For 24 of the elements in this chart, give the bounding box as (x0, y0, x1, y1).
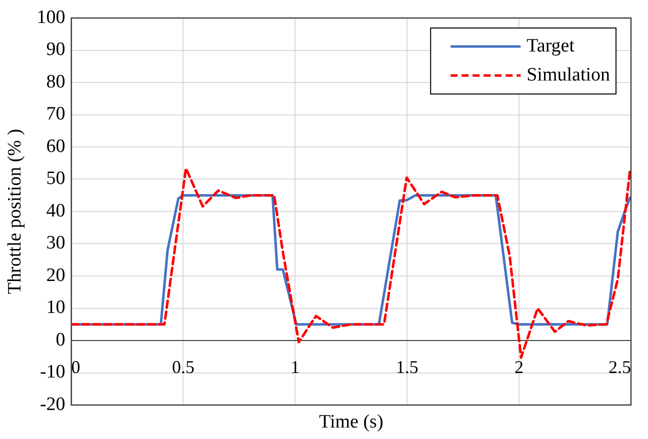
line-series (71, 167, 631, 359)
y-tick-label: 50 (46, 168, 66, 190)
y-tick-label: 30 (46, 232, 66, 254)
x-tick-label: 2 (514, 357, 524, 378)
x-tick-label: 0 (71, 357, 80, 378)
legend-label: Simulation (526, 64, 610, 86)
y-tick-label: 0 (56, 329, 66, 350)
x-tick-label: 1.5 (396, 357, 418, 378)
x-tick-label: 0.5 (172, 357, 194, 378)
y-tick-label: 40 (46, 200, 66, 222)
y-tick-label: 100 (36, 6, 66, 28)
y-tick-label: 90 (46, 39, 66, 60)
y-tick-label: 70 (46, 104, 66, 125)
y-tick-label: 20 (46, 264, 66, 286)
y-tick-label: 10 (46, 297, 66, 318)
y-tick-label: -10 (40, 362, 66, 383)
y-tick-label: 80 (46, 71, 66, 92)
legend-label: Target (526, 35, 576, 56)
x-tick-label: 1 (290, 357, 300, 378)
x-axis-title: Time (s) (319, 411, 384, 432)
y-tick-label: -20 (40, 394, 66, 415)
x-tick-label: 2.5 (608, 357, 631, 378)
y-tick-label: 60 (46, 136, 66, 157)
y-axis-title: Throttle position (% ) (4, 128, 26, 294)
